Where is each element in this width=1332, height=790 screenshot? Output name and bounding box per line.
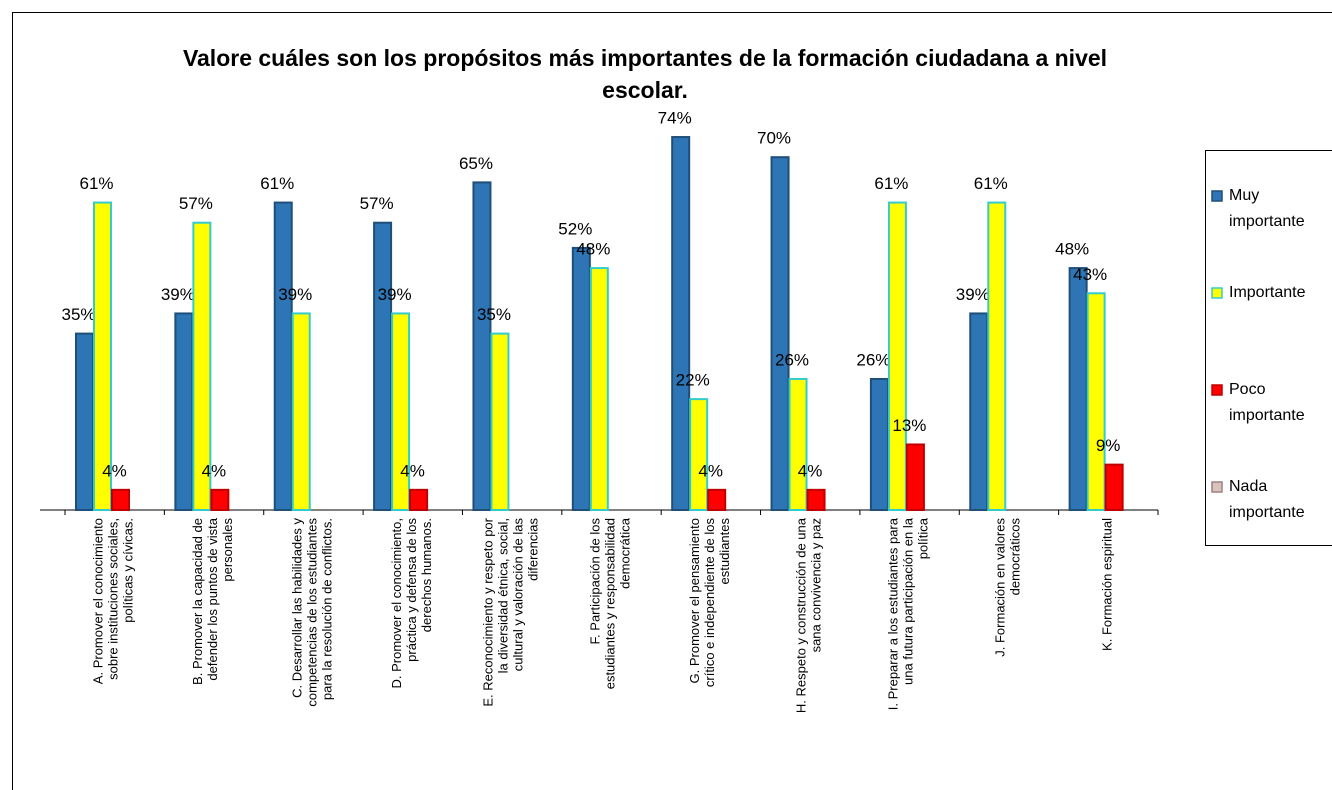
- data-label: 61%: [874, 174, 908, 193]
- x-tick-label: B. Promover la capacidad dedefender los …: [190, 517, 235, 685]
- bar: [1068, 267, 1088, 511]
- data-label: 39%: [161, 285, 195, 304]
- data-label: 4%: [698, 461, 723, 480]
- data-label: 35%: [477, 305, 511, 324]
- x-tick-label: I. Preparar a los estudiantes parauna fu…: [886, 517, 931, 710]
- data-label: 35%: [61, 305, 95, 324]
- data-label: 26%: [775, 350, 809, 369]
- data-label: 4%: [202, 461, 227, 480]
- bar: [174, 312, 194, 511]
- data-label: 74%: [658, 109, 692, 128]
- bar: [111, 488, 130, 511]
- bar: [291, 312, 311, 511]
- data-label: 43%: [1073, 265, 1107, 284]
- bar: [770, 156, 790, 511]
- data-label: 70%: [757, 129, 791, 148]
- x-tick-label: F. Participación de losestudiantes y res…: [588, 517, 633, 689]
- bar: [571, 246, 591, 511]
- legend-swatch: [1211, 481, 1223, 493]
- bar: [869, 377, 889, 511]
- bar: [671, 136, 691, 511]
- bar: [707, 488, 727, 511]
- bar: [192, 221, 212, 511]
- legend-label: Nada importante: [1229, 478, 1305, 521]
- data-label: 9%: [1096, 436, 1121, 455]
- data-label: 22%: [676, 371, 710, 390]
- x-tick-label: A. Promover el conocimientosobre institu…: [91, 518, 136, 684]
- data-label: 52%: [558, 219, 592, 238]
- bar: [391, 312, 411, 511]
- x-tick-label: E. Reconocimiento y respeto porla divers…: [481, 517, 541, 706]
- legend-swatch: [1211, 287, 1223, 299]
- data-label: 4%: [102, 461, 127, 480]
- legend-swatch: [1211, 384, 1223, 396]
- bar: [689, 398, 709, 511]
- x-tick-label: G. Promover el pensamientocrítico e inde…: [687, 518, 732, 688]
- bar: [788, 377, 808, 511]
- bar: [273, 201, 293, 511]
- x-tick-label: H. Respeto y construcción de unasana con…: [794, 517, 824, 713]
- bar: [806, 488, 826, 511]
- data-label: 26%: [856, 350, 890, 369]
- data-label: 4%: [798, 461, 823, 480]
- legend-swatch: [1211, 190, 1223, 202]
- data-label: 65%: [459, 154, 493, 173]
- data-label: 48%: [1055, 240, 1089, 259]
- bar: [589, 267, 609, 511]
- bar: [472, 181, 492, 511]
- data-label: 48%: [576, 240, 610, 259]
- bar: [373, 221, 393, 511]
- data-label: 61%: [260, 174, 294, 193]
- x-tick-label: K. Formación espiritual: [1100, 518, 1115, 651]
- bar: [905, 443, 925, 512]
- data-label: 4%: [400, 461, 425, 480]
- bar: [887, 201, 907, 511]
- bar: [93, 201, 112, 511]
- bar: [210, 488, 230, 511]
- bar: [969, 312, 989, 511]
- chart-title: Valore cuáles son los propósitos más imp…: [183, 45, 1107, 103]
- x-tick-label: J. Formación en valoresdemocráticos: [993, 518, 1023, 657]
- legend-label: Importante: [1229, 284, 1306, 301]
- data-label: 39%: [378, 285, 412, 304]
- data-label: 61%: [974, 174, 1008, 193]
- x-tick-label: D. Promover el conocimiento,práctica y d…: [389, 518, 434, 689]
- legend-box: [1205, 150, 1332, 546]
- bar: [490, 332, 510, 511]
- legend-label: Poco importante: [1229, 381, 1305, 424]
- data-label: 57%: [360, 194, 394, 213]
- x-tick-label: C. Desarrollar las habilidades ycompeten…: [290, 518, 335, 707]
- bar: [409, 488, 429, 511]
- data-label: 39%: [278, 285, 312, 304]
- data-label: 57%: [179, 194, 213, 213]
- data-label: 39%: [956, 285, 990, 304]
- bar: [1086, 292, 1106, 511]
- bar: [75, 332, 94, 511]
- legend-label: Muy importante: [1229, 187, 1305, 230]
- bar: [987, 201, 1007, 511]
- bar: [1104, 463, 1124, 512]
- data-label: 13%: [892, 416, 926, 435]
- data-label: 61%: [79, 174, 113, 193]
